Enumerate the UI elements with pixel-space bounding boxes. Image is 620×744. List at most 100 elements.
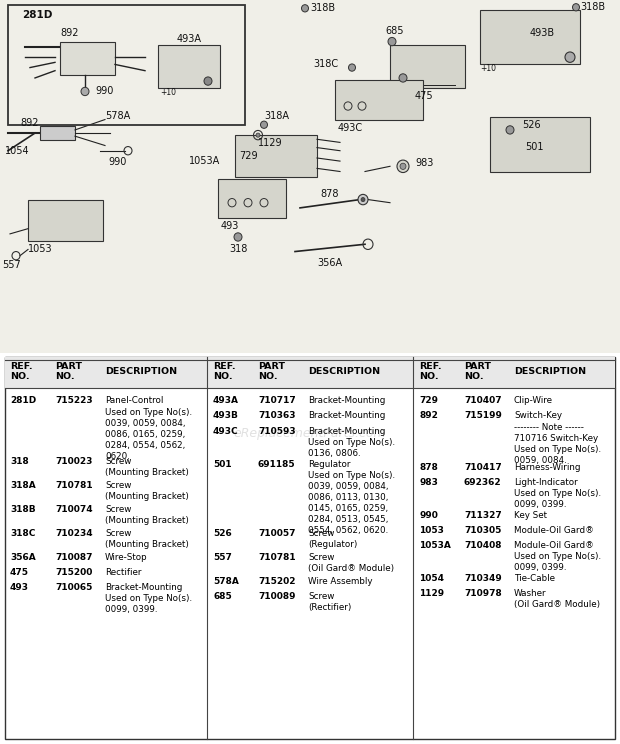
Text: 710065: 710065 [55,583,92,591]
Circle shape [204,77,212,86]
Text: 318: 318 [229,244,247,254]
Bar [480,10,580,65]
Circle shape [565,52,575,62]
Text: 983: 983 [419,478,438,487]
Text: 715200: 715200 [55,568,92,577]
Text: 501: 501 [213,460,232,469]
Text: 318B: 318B [10,504,35,513]
Text: 318B: 318B [310,3,335,13]
Text: +10: +10 [160,89,176,97]
Text: 1129: 1129 [258,138,283,149]
Text: 493B: 493B [530,28,555,38]
Text: 878: 878 [419,463,438,472]
Text: 356A: 356A [10,553,36,562]
Circle shape [397,160,409,173]
Text: 715199: 715199 [464,411,502,420]
Text: 710023: 710023 [55,457,92,466]
Text: 281D: 281D [10,397,36,405]
Text: Bracket-Mounting
Used on Type No(s).
0099, 0399.: Bracket-Mounting Used on Type No(s). 009… [105,583,192,614]
Text: DESCRIPTION: DESCRIPTION [308,367,380,376]
Text: Key Set: Key Set [514,510,547,519]
Text: 710417: 710417 [464,463,502,472]
Text: 493: 493 [10,583,29,591]
Text: Switch-Key
-------- Note ------
710716 Switch-Key
Used on Type No(s).
0059, 0084: Switch-Key -------- Note ------ 710716 S… [514,411,601,465]
Circle shape [256,133,260,137]
Text: 578A: 578A [213,577,239,586]
Text: 710234: 710234 [55,529,92,538]
Text: Wire Assembly: Wire Assembly [308,577,373,586]
Text: 710087: 710087 [55,553,92,562]
Circle shape [361,197,365,202]
Text: Screw
(Rectifier): Screw (Rectifier) [308,591,352,612]
Circle shape [260,121,267,129]
Text: 729: 729 [239,151,257,161]
Text: Module-Oil Gard®
Used on Type No(s).
0099, 0399.: Module-Oil Gard® Used on Type No(s). 009… [514,541,601,572]
Text: 1053: 1053 [28,244,52,254]
Bar [235,135,317,177]
Bar [158,45,220,89]
Text: Screw
(Mounting Bracket): Screw (Mounting Bracket) [105,457,189,477]
Text: 1053: 1053 [419,526,444,535]
Text: Harness-Wiring: Harness-Wiring [514,463,580,472]
Circle shape [348,64,355,71]
Text: Regulator
Used on Type No(s).
0039, 0059, 0084,
0086, 0113, 0130,
0145, 0165, 02: Regulator Used on Type No(s). 0039, 0059… [308,460,395,535]
Text: eReplacementParts.com: eReplacementParts.com [234,427,386,440]
Text: 990: 990 [96,86,114,97]
Text: 983: 983 [415,158,433,168]
Text: REF.
NO.: REF. NO. [419,362,441,381]
Bar [5,357,615,388]
Text: Clip-Wire: Clip-Wire [514,397,553,405]
Text: 710363: 710363 [258,411,296,420]
Bar [218,179,286,218]
Text: 990: 990 [109,157,127,167]
Text: DESCRIPTION: DESCRIPTION [105,367,177,376]
Text: Bracket-Mounting
Used on Type No(s).
0136, 0806.: Bracket-Mounting Used on Type No(s). 013… [308,426,395,458]
Text: 710717: 710717 [258,397,296,405]
Circle shape [388,37,396,45]
Text: 356A: 356A [317,257,343,268]
Text: +10: +10 [480,65,496,74]
Circle shape [358,194,368,205]
Text: Bracket-Mounting: Bracket-Mounting [308,411,386,420]
Text: 475: 475 [10,568,29,577]
Text: REF.
NO.: REF. NO. [213,362,236,381]
Text: 1053A: 1053A [188,156,220,166]
Text: 710407: 710407 [464,397,502,405]
Text: 710408: 710408 [464,541,502,550]
Text: 318A: 318A [264,112,289,121]
Text: PART
NO.: PART NO. [464,362,491,381]
Text: 1129: 1129 [419,589,444,597]
Bar [390,45,465,89]
Text: 710349: 710349 [464,574,502,583]
Text: Screw
(Mounting Bracket): Screw (Mounting Bracket) [105,504,189,525]
Text: Light-Indicator
Used on Type No(s).
0099, 0399.: Light-Indicator Used on Type No(s). 0099… [514,478,601,509]
Text: 710593: 710593 [258,426,296,435]
Text: 578A: 578A [105,112,130,121]
Text: 729: 729 [419,397,438,405]
Bar [40,126,75,141]
Circle shape [81,87,89,96]
Text: Rectifier: Rectifier [105,568,141,577]
Text: Bracket-Mounting: Bracket-Mounting [308,397,386,405]
Text: 715223: 715223 [55,397,92,405]
Text: 318A: 318A [10,481,36,490]
Text: 892: 892 [20,118,39,128]
Text: Screw
(Mounting Bracket): Screw (Mounting Bracket) [105,529,189,549]
Text: 493C: 493C [338,123,363,132]
Text: 715202: 715202 [258,577,296,586]
Text: 1053A: 1053A [419,541,451,550]
Text: 692362: 692362 [464,478,502,487]
Text: 710089: 710089 [258,591,296,600]
Text: DESCRIPTION: DESCRIPTION [514,367,586,376]
Text: REF.
NO.: REF. NO. [10,362,33,381]
Text: 1054: 1054 [419,574,444,583]
Text: 710781: 710781 [258,553,296,562]
Bar [60,42,115,75]
Circle shape [301,4,309,12]
Text: 501: 501 [525,141,544,152]
Text: 493C: 493C [213,426,239,435]
Circle shape [572,4,580,11]
Text: 493A: 493A [177,34,202,45]
Text: 710057: 710057 [258,529,296,538]
Text: 878: 878 [321,190,339,199]
